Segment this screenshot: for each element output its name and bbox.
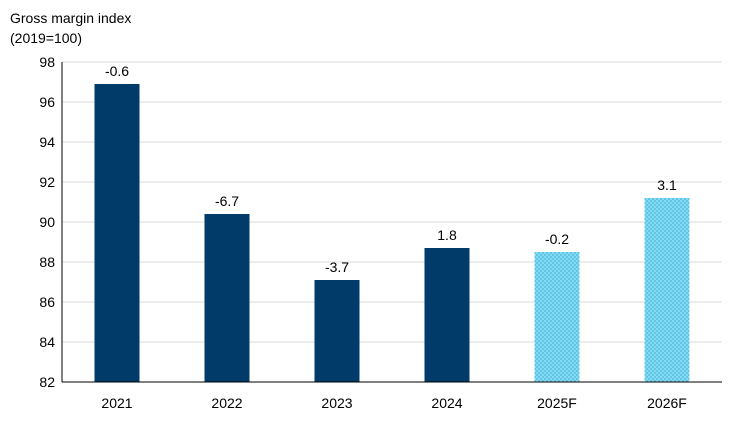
x-tick-label-2023: 2023 bbox=[321, 395, 352, 411]
data-labels: -0.6 -6.7 -3.7 1.8 -0.2 3.1 bbox=[105, 63, 677, 275]
data-label-2021: -0.6 bbox=[105, 63, 129, 79]
y-tick-label-98: 98 bbox=[39, 54, 55, 70]
y-tick-label-84: 84 bbox=[39, 334, 55, 350]
y-tick-label-90: 90 bbox=[39, 214, 55, 230]
data-label-2026F: 3.1 bbox=[657, 177, 677, 193]
axes bbox=[61, 62, 722, 383]
y-tick-label-94: 94 bbox=[39, 134, 55, 150]
y-axis-title: Gross margin index (2019=100) bbox=[10, 8, 131, 48]
bar-2024 bbox=[424, 248, 470, 382]
x-tick-label-2022: 2022 bbox=[211, 395, 242, 411]
data-label-2022: -6.7 bbox=[215, 193, 239, 209]
x-tick-label-2026F: 2026F bbox=[647, 395, 687, 411]
x-tick-label-2021: 2021 bbox=[101, 395, 132, 411]
y-tick-label-86: 86 bbox=[39, 294, 55, 310]
data-label-2023: -3.7 bbox=[325, 259, 349, 275]
x-axis-ticks: 2021 2022 2023 2024 2025F 2026F bbox=[101, 395, 686, 411]
y-axis-title-line1: Gross margin index bbox=[10, 10, 132, 26]
x-tick-label-2025F: 2025F bbox=[537, 395, 577, 411]
bar-2022 bbox=[204, 214, 250, 382]
grid-lines bbox=[62, 61, 722, 343]
y-tick-label-88: 88 bbox=[39, 254, 55, 270]
data-label-2024: 1.8 bbox=[437, 227, 457, 243]
y-tick-label-92: 92 bbox=[39, 174, 55, 190]
y-axis-title-line2: (2019=100) bbox=[10, 30, 83, 46]
x-tick-label-2024: 2024 bbox=[431, 395, 462, 411]
bar-2021 bbox=[94, 84, 140, 382]
y-tick-label-96: 96 bbox=[39, 94, 55, 110]
y-axis-ticks: 82 84 86 88 90 92 94 96 98 bbox=[39, 54, 55, 390]
y-tick-label-82: 82 bbox=[39, 374, 55, 390]
bar-2025F bbox=[534, 252, 580, 382]
bar-2026F bbox=[644, 198, 690, 382]
data-label-2025F: -0.2 bbox=[545, 231, 569, 247]
bar-2023 bbox=[314, 280, 360, 382]
bars bbox=[94, 84, 690, 382]
